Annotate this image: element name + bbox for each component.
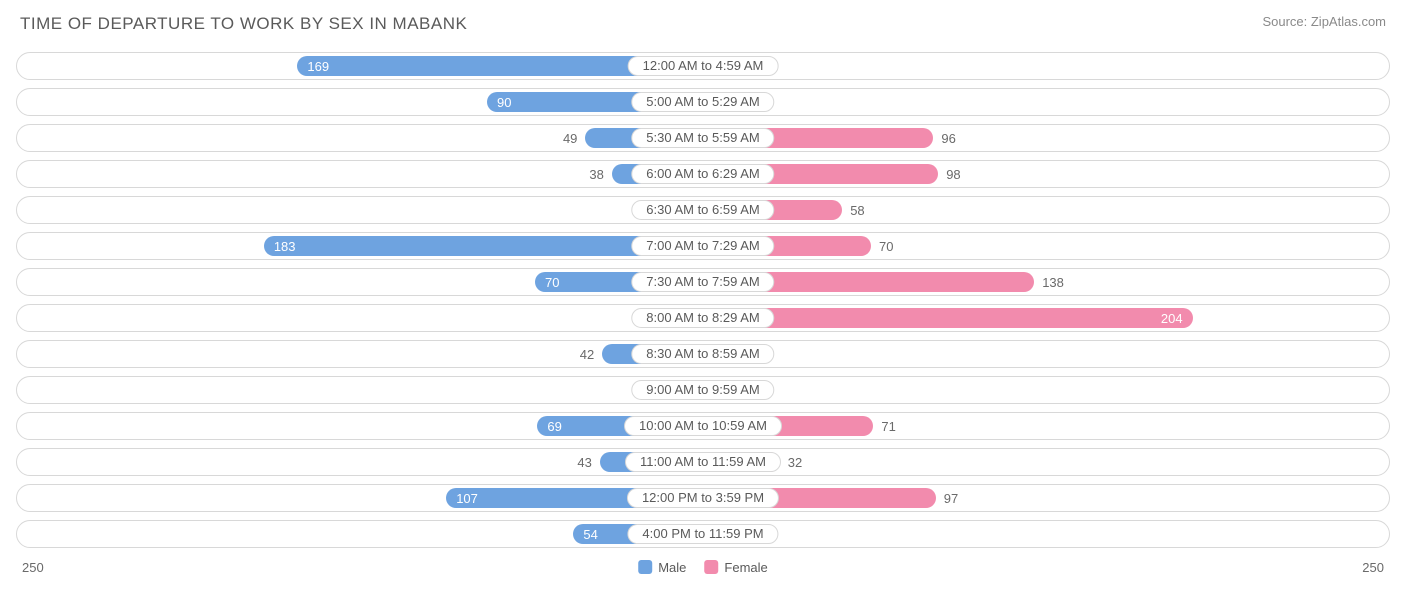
chart-row: 169 2012:00 AM to 4:59 AM <box>16 52 1390 80</box>
female-half: 58 <box>703 197 1389 223</box>
female-half: 138 <box>703 269 1389 295</box>
category-label: 8:00 AM to 8:29 AM <box>631 308 774 328</box>
female-half: 32 <box>703 449 1389 475</box>
female-half: 20 <box>703 53 1389 79</box>
female-bar: 204 <box>703 308 1193 328</box>
chart-area: 1692012:00 AM to 4:59 AM9005:00 AM to 5:… <box>16 52 1390 548</box>
female-half: 0 <box>703 521 1389 547</box>
male-value-label: 169 <box>307 59 329 74</box>
female-half: 0 <box>703 377 1389 403</box>
category-label: 7:00 AM to 7:29 AM <box>631 236 774 256</box>
category-label: 6:00 AM to 6:29 AM <box>631 164 774 184</box>
chart-row: 107 97 12:00 PM to 3:59 PM <box>16 484 1390 512</box>
male-half: 169 <box>17 53 703 79</box>
legend-swatch <box>638 560 652 574</box>
chart-row: 42 188:30 AM to 8:59 AM <box>16 340 1390 368</box>
male-half: 107 <box>17 485 703 511</box>
male-half: 70 <box>17 269 703 295</box>
male-half: 43 <box>17 449 703 475</box>
male-half: 69 <box>17 413 703 439</box>
category-label: 5:30 AM to 5:59 AM <box>631 128 774 148</box>
female-half: 70 <box>703 233 1389 259</box>
category-label: 6:30 AM to 6:59 AM <box>631 200 774 220</box>
female-value-label: 70 <box>871 239 901 254</box>
chart-container: TIME OF DEPARTURE TO WORK BY SEX IN MABA… <box>0 0 1406 594</box>
legend: Male Female <box>638 560 768 575</box>
male-half: 38 <box>17 161 703 187</box>
category-label: 9:00 AM to 9:59 AM <box>631 380 774 400</box>
category-label: 11:00 AM to 11:59 AM <box>625 452 781 472</box>
category-label: 12:00 AM to 4:59 AM <box>628 56 779 76</box>
chart-title: TIME OF DEPARTURE TO WORK BY SEX IN MABA… <box>20 14 467 34</box>
female-value-label: 32 <box>780 455 810 470</box>
category-label: 7:30 AM to 7:59 AM <box>631 272 774 292</box>
female-value-label: 71 <box>873 419 903 434</box>
female-value-label: 98 <box>938 167 968 182</box>
female-half: 97 <box>703 485 1389 511</box>
source-attribution: Source: ZipAtlas.com <box>1262 14 1386 29</box>
male-half: 54 <box>17 521 703 547</box>
female-half: 98 <box>703 161 1389 187</box>
chart-row: 43 3211:00 AM to 11:59 AM <box>16 448 1390 476</box>
male-value-label: 107 <box>456 491 478 506</box>
chart-row: 49 96 5:30 AM to 5:59 AM <box>16 124 1390 152</box>
chart-row: 0 204 8:00 AM to 8:29 AM <box>16 304 1390 332</box>
male-half: 0 <box>17 377 703 403</box>
chart-row: 69 71 10:00 AM to 10:59 AM <box>16 412 1390 440</box>
male-value-label: 49 <box>555 131 585 146</box>
male-half: 42 <box>17 341 703 367</box>
female-half: 204 <box>703 305 1389 331</box>
legend-label: Male <box>658 560 686 575</box>
female-value-label: 138 <box>1034 275 1072 290</box>
male-half: 0 <box>17 305 703 331</box>
male-value-label: 69 <box>547 419 561 434</box>
male-value-label: 43 <box>569 455 599 470</box>
category-label: 8:30 AM to 8:59 AM <box>631 344 774 364</box>
chart-row: 38 98 6:00 AM to 6:29 AM <box>16 160 1390 188</box>
male-value-label: 183 <box>274 239 296 254</box>
chart-row: 54 04:00 PM to 11:59 PM <box>16 520 1390 548</box>
legend-label: Female <box>724 560 767 575</box>
female-half: 18 <box>703 341 1389 367</box>
axis-max-left: 250 <box>22 560 44 575</box>
male-value-label: 42 <box>572 347 602 362</box>
category-label: 10:00 AM to 10:59 AM <box>624 416 782 436</box>
chart-row: 009:00 AM to 9:59 AM <box>16 376 1390 404</box>
female-value-label: 204 <box>1161 311 1183 326</box>
legend-swatch <box>704 560 718 574</box>
category-label: 12:00 PM to 3:59 PM <box>627 488 779 508</box>
female-half: 71 <box>703 413 1389 439</box>
male-half: 0 <box>17 197 703 223</box>
legend-item: Female <box>704 560 767 575</box>
legend-item: Male <box>638 560 686 575</box>
female-value-label: 97 <box>936 491 966 506</box>
chart-row: 0 58 6:30 AM to 6:59 AM <box>16 196 1390 224</box>
category-label: 4:00 PM to 11:59 PM <box>627 524 778 544</box>
female-value-label: 58 <box>842 203 872 218</box>
male-half: 49 <box>17 125 703 151</box>
female-value-label: 96 <box>933 131 963 146</box>
chart-row: 70 138 7:30 AM to 7:59 AM <box>16 268 1390 296</box>
male-value-label: 38 <box>581 167 611 182</box>
male-value-label: 54 <box>583 527 597 542</box>
female-half: 96 <box>703 125 1389 151</box>
chart-row: 90 05:00 AM to 5:29 AM <box>16 88 1390 116</box>
male-half: 90 <box>17 89 703 115</box>
header: TIME OF DEPARTURE TO WORK BY SEX IN MABA… <box>16 14 1390 34</box>
chart-footer: 250 Male Female 250 <box>16 556 1390 578</box>
chart-row: 183 70 7:00 AM to 7:29 AM <box>16 232 1390 260</box>
male-value-label: 90 <box>497 95 511 110</box>
axis-max-right: 250 <box>1362 560 1384 575</box>
male-half: 183 <box>17 233 703 259</box>
category-label: 5:00 AM to 5:29 AM <box>631 92 774 112</box>
male-value-label: 70 <box>545 275 559 290</box>
female-half: 0 <box>703 89 1389 115</box>
